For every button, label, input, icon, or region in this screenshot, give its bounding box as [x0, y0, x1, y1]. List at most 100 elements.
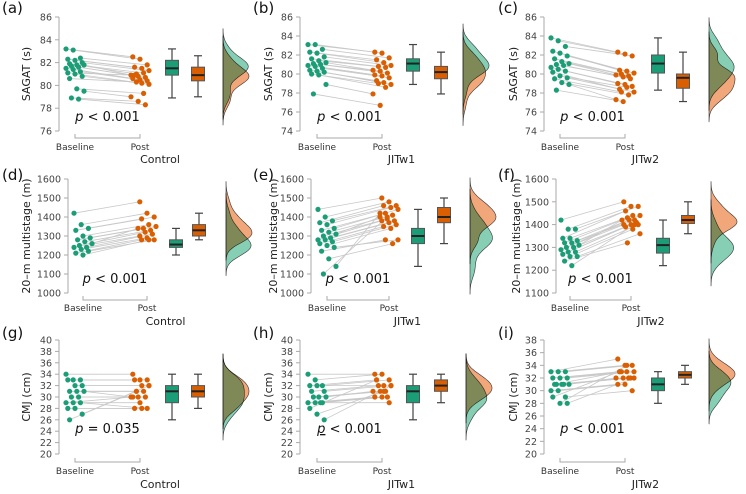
- y-tick-label: 82: [281, 51, 293, 62]
- paired-line: [317, 197, 382, 210]
- p-value-label: p < 0.001: [316, 110, 382, 125]
- paired-line: [74, 59, 142, 69]
- paired-line: [76, 88, 144, 94]
- post-point: [377, 102, 383, 108]
- p-value: = 0.035: [83, 422, 139, 437]
- y-tick-label: 26: [281, 415, 293, 426]
- paired-line: [558, 364, 626, 373]
- y-axis-label: CMJ (cm): [507, 372, 520, 421]
- baseline-point: [72, 383, 78, 389]
- post-point: [377, 210, 383, 216]
- post-point: [381, 79, 387, 86]
- baseline-point: [77, 69, 83, 75]
- baseline-point: [65, 70, 71, 76]
- post-point: [377, 388, 383, 394]
- post-point: [395, 237, 401, 243]
- baseline-point: [67, 75, 73, 82]
- x-tick-label: Post: [616, 143, 635, 153]
- paired-line: [81, 237, 148, 250]
- baseline-point: [564, 53, 570, 59]
- paired-line: [561, 82, 629, 96]
- y-tick-label: 24: [281, 427, 293, 438]
- x-axis-bracket: [74, 458, 141, 463]
- post-point: [379, 73, 385, 79]
- baseline-point: [81, 62, 87, 68]
- paired-line: [577, 233, 641, 257]
- post-point: [631, 375, 637, 381]
- baseline-point: [569, 240, 575, 246]
- panel-label: (h): [253, 324, 274, 342]
- y-tick-label: 30: [525, 386, 537, 397]
- baseline-point: [329, 239, 335, 245]
- y-tick-label: 30: [281, 393, 293, 404]
- baseline-point: [557, 400, 563, 406]
- y-axis-label: 20–m multistage (m): [510, 178, 523, 293]
- paired-line: [80, 57, 148, 66]
- baseline-point: [569, 263, 575, 269]
- baseline-point: [305, 41, 311, 48]
- post-point: [390, 241, 396, 247]
- y-tick-label: 36: [281, 358, 293, 369]
- baseline-point: [67, 417, 73, 423]
- y-tick-label: 82: [525, 51, 537, 62]
- post-point: [139, 65, 145, 71]
- post-point: [620, 98, 626, 105]
- baseline-point: [71, 210, 77, 216]
- p-value: < 0.001: [334, 272, 390, 287]
- post-density: [222, 36, 250, 126]
- baseline-point: [557, 73, 563, 79]
- post-point: [388, 225, 394, 231]
- y-tick-label: 86: [281, 13, 293, 24]
- post-point: [629, 362, 635, 368]
- baseline-point: [323, 60, 329, 66]
- post-point: [390, 212, 396, 218]
- baseline-point: [564, 400, 570, 406]
- post-box: [676, 73, 690, 89]
- post-point: [613, 72, 619, 78]
- post-point: [144, 210, 150, 216]
- paired-line: [562, 210, 626, 239]
- baseline-box: [406, 58, 420, 72]
- p-value-label: p < 0.001: [559, 422, 625, 437]
- y-tick-label: 80: [525, 70, 537, 81]
- y-tick-label: 86: [525, 13, 537, 24]
- y-tick-label: 22: [525, 437, 537, 448]
- y-tick-label: 20: [281, 450, 293, 461]
- paired-line: [566, 219, 630, 248]
- baseline-point: [307, 49, 313, 55]
- group-label: JITw1: [387, 478, 415, 491]
- baseline-point: [65, 377, 71, 383]
- baseline-point: [321, 388, 327, 394]
- post-point: [130, 54, 136, 60]
- baseline-point: [574, 253, 580, 260]
- panel-label: (g): [2, 324, 23, 342]
- x-tick-label: Baseline: [541, 467, 580, 477]
- baseline-point: [305, 371, 311, 377]
- baseline-point: [87, 235, 93, 241]
- paired-line: [78, 98, 146, 106]
- y-tick-label: 36: [40, 358, 52, 369]
- paired-line: [315, 373, 383, 381]
- paired-line: [83, 390, 132, 398]
- post-point: [382, 237, 388, 243]
- group-label: JITw1: [393, 315, 421, 328]
- paired-line: [328, 243, 393, 260]
- paired-line: [550, 383, 618, 392]
- density-group: [710, 181, 738, 287]
- y-tick-label: 20: [525, 450, 537, 461]
- x-tick-label: Post: [622, 304, 641, 314]
- baseline-point: [571, 244, 577, 250]
- y-tick-label: 40: [40, 336, 52, 347]
- post-point: [128, 94, 134, 100]
- paired-line: [560, 224, 624, 251]
- paired-line: [335, 212, 381, 267]
- post-density: [462, 31, 486, 126]
- y-tick-label: 84: [281, 32, 293, 43]
- y-tick-label: 32: [525, 374, 537, 385]
- paired-line: [559, 75, 627, 88]
- baseline-point: [77, 377, 83, 383]
- post-point: [386, 220, 392, 226]
- post-point: [384, 394, 390, 400]
